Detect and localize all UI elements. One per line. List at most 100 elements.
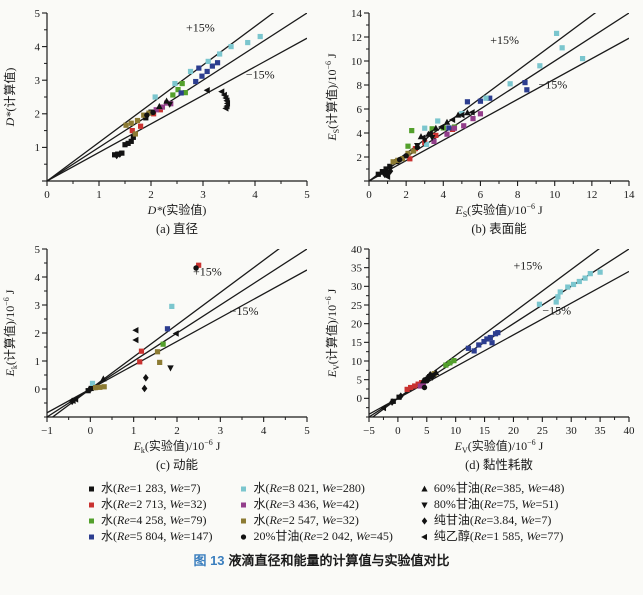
- data-point: [434, 118, 440, 124]
- data-point: [494, 330, 500, 336]
- data-point: [113, 151, 120, 160]
- data-point: [597, 269, 603, 275]
- data-point: [464, 99, 470, 105]
- data-point: [142, 374, 149, 382]
- data-point: [159, 104, 166, 110]
- scatter-points: [379, 269, 603, 412]
- data-point: [125, 140, 131, 146]
- data-point: [204, 68, 210, 75]
- y-tick-label: 30: [351, 281, 363, 293]
- data-point: [72, 396, 79, 403]
- percent-label: +15%: [193, 265, 222, 279]
- y-tick-label: 25: [351, 300, 363, 312]
- data-point: [170, 92, 176, 98]
- x-tick-label: 3: [218, 425, 224, 437]
- data-point: [187, 68, 194, 75]
- data-point: [150, 109, 156, 116]
- data-point: [396, 156, 402, 163]
- data-point: [410, 148, 416, 154]
- data-point: [411, 383, 417, 389]
- x-tick-label: 0: [88, 425, 94, 437]
- data-point: [554, 294, 561, 300]
- y-axis-label: Ek(计算值)/10−6 J: [2, 289, 19, 377]
- x-tick-label: 14: [623, 189, 635, 201]
- data-point: [469, 116, 476, 122]
- caption-number: 图 13: [193, 553, 225, 568]
- percent-label: −15%: [246, 68, 275, 82]
- data-point: [141, 112, 147, 118]
- legend-item-10: 纯甘油(Re=3.84, We=7): [419, 512, 564, 528]
- subplot-c: −1 0 1 2 3 4 5 0 1 2 3 4 5 +15% −15% Ek(实验值)/10−6 J Ek(计…: [0, 239, 321, 475]
- data-point: [179, 80, 185, 87]
- data-point: [429, 371, 436, 378]
- data-point: [417, 383, 423, 389]
- data-point: [448, 116, 455, 124]
- data-point: [130, 134, 136, 140]
- data-point: [404, 150, 411, 156]
- data-point: [404, 386, 410, 392]
- data-point: [477, 111, 483, 117]
- y-tick-label: 12: [351, 32, 362, 44]
- percent-label: +15%: [513, 259, 542, 273]
- y-axis-label: ES(计算值)/10−6 J: [324, 53, 341, 142]
- legend-item-0: 水(Re=1 283, We=7): [86, 480, 212, 496]
- y-tick-label: 0: [35, 384, 41, 396]
- data-point: [153, 107, 159, 113]
- data-point: [442, 362, 448, 368]
- data-point: [97, 384, 103, 390]
- reference-line: [51, 249, 280, 417]
- data-point: [460, 123, 466, 129]
- data-point: [423, 141, 429, 147]
- y-tick-label: 15: [351, 337, 363, 349]
- legend-label: 水(Re=2 547, We=32): [253, 513, 359, 527]
- x-tick-label: 5: [424, 425, 430, 437]
- x-tick-label: 8: [514, 189, 520, 201]
- data-point: [128, 138, 134, 144]
- data-point: [437, 123, 444, 131]
- y-tick-label: 5: [35, 8, 41, 20]
- x-axis-label: EV(实验值)/10−6 J: [453, 438, 543, 455]
- data-point: [182, 90, 188, 96]
- y-tick-label: 3: [35, 75, 41, 87]
- legend-item-4: 水(Re=8 021, We=280): [238, 480, 392, 496]
- x-tick-label: 30: [565, 425, 577, 437]
- data-point: [406, 156, 412, 162]
- x-tick-label: 2: [174, 425, 180, 437]
- data-point: [429, 126, 435, 132]
- data-point: [570, 281, 576, 288]
- data-point: [101, 384, 107, 390]
- data-point: [245, 39, 251, 46]
- legend-marker-triangle-left-icon: [421, 533, 427, 540]
- data-point: [486, 95, 492, 101]
- data-point: [123, 122, 129, 128]
- data-point: [199, 73, 205, 79]
- x-tick-label: 4: [252, 189, 258, 201]
- data-point: [482, 95, 489, 101]
- x-tick-label: 1: [96, 189, 102, 201]
- x-tick-label: 0: [44, 189, 50, 201]
- data-point: [92, 385, 99, 391]
- subplot-c-canvas: −1 0 1 2 3 4 5 0 1 2 3 4 5 +15% −15% Ek(实验值)/10−6 J Ek(计…: [2, 244, 310, 472]
- legend-item-3: 水(Re=5 804, We=147): [86, 528, 212, 544]
- legend-item-5: 水(Re=3 436, We=42): [238, 496, 392, 512]
- legend-marker-circle-icon: [241, 533, 247, 540]
- data-point: [523, 87, 529, 93]
- x-axis-label: D*(实验值): [147, 202, 207, 217]
- data-point: [564, 284, 570, 290]
- data-point: [164, 326, 171, 332]
- y-tick-label: 4: [35, 272, 41, 284]
- y-tick-label: 4: [35, 41, 41, 53]
- data-point: [132, 336, 139, 344]
- x-tick-label: 2: [148, 189, 154, 201]
- x-tick-label: 12: [586, 189, 597, 201]
- data-point: [382, 166, 389, 172]
- subplot-caption: (c) 动能: [156, 458, 198, 472]
- subplot-caption: (b) 表面能: [471, 222, 527, 236]
- data-point: [463, 109, 471, 116]
- x-tick-label: 1: [131, 425, 137, 437]
- legend-marker-square-icon: [89, 502, 94, 507]
- legend-marker-triangle-up-icon: [421, 485, 428, 491]
- y-tick-label: 14: [351, 8, 363, 20]
- data-point: [116, 150, 123, 158]
- data-point: [404, 143, 411, 149]
